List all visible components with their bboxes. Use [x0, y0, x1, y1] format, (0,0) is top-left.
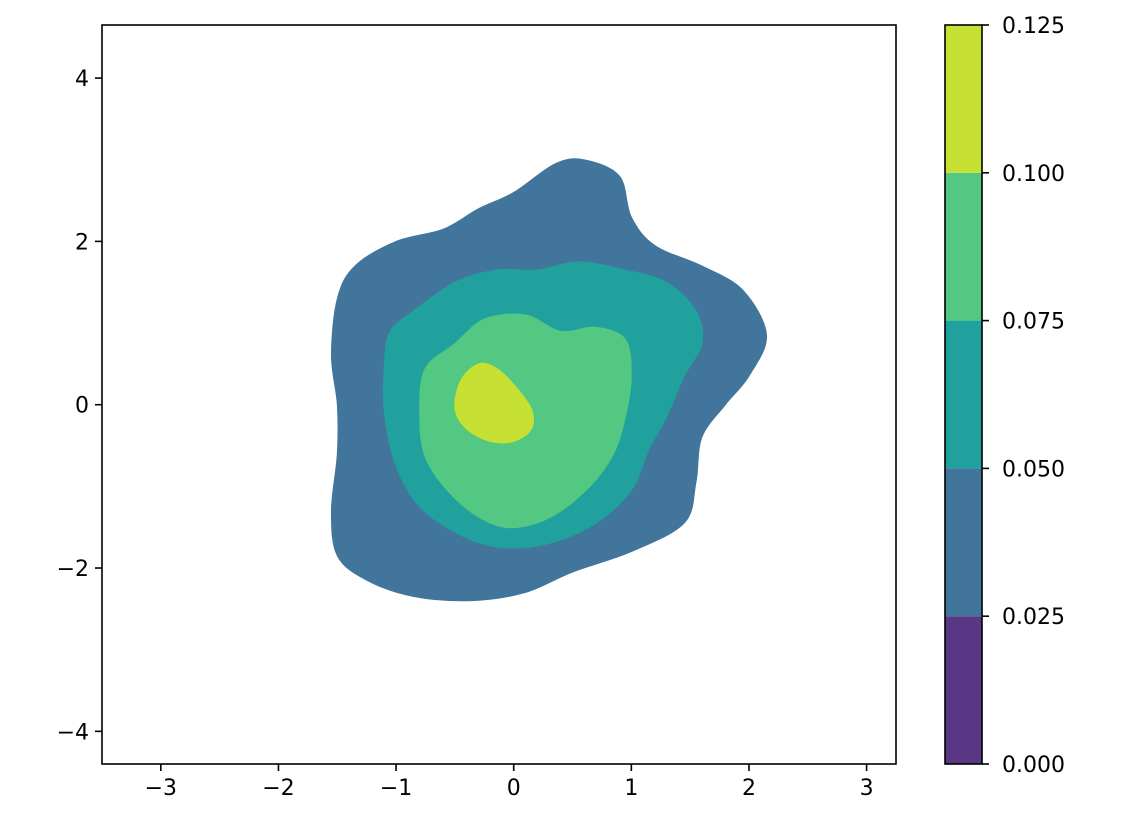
contour-region-4 [454, 362, 534, 444]
colorbar: 0.000 0.025 0.050 0.075 0.100 0.125 [944, 14, 1065, 778]
x-tick-label: −1 [380, 776, 412, 801]
y-tick-label: 0 [75, 394, 89, 419]
y-tick-label: −2 [57, 557, 89, 582]
colorbar-tick-label: 0.050 [1002, 457, 1065, 482]
colorbar-ticks: 0.000 0.025 0.050 0.075 0.100 0.125 [982, 14, 1065, 778]
colorbar-tick-label: 0.100 [1002, 162, 1065, 187]
x-tick-label: 3 [860, 776, 874, 801]
colorbar-tick-label: 0.025 [1002, 605, 1065, 630]
colorbar-tick-label: 0.075 [1002, 310, 1065, 335]
y-tick-label: 2 [75, 230, 89, 255]
y-tick-label: −4 [57, 720, 89, 745]
colorbar-band-5 [945, 25, 982, 173]
x-tick-label: 2 [742, 776, 756, 801]
y-axis: −4 −2 0 2 4 [57, 67, 102, 745]
x-tick-label: 0 [507, 776, 521, 801]
colorbar-band-2 [945, 468, 982, 617]
colorbar-band-4 [945, 172, 982, 321]
colorbar-band-1 [945, 616, 982, 764]
colorbar-bands [945, 25, 982, 764]
colorbar-frame [944, 24, 983, 765]
x-tick-label: −2 [262, 776, 294, 801]
x-axis: −3 −2 −1 0 1 2 3 [145, 764, 874, 801]
plot-area: −3 −2 −1 0 1 2 3 −4 −2 0 2 4 [57, 24, 897, 801]
y-tick-label: 4 [75, 67, 89, 92]
colorbar-band-3 [945, 320, 982, 469]
colorbar-tick-label: 0.000 [1002, 753, 1065, 778]
colorbar-tick-label: 0.125 [1002, 14, 1065, 39]
x-tick-label: 1 [624, 776, 638, 801]
x-tick-label: −3 [145, 776, 177, 801]
plot-frame [101, 24, 897, 765]
contour-layer [330, 158, 768, 602]
